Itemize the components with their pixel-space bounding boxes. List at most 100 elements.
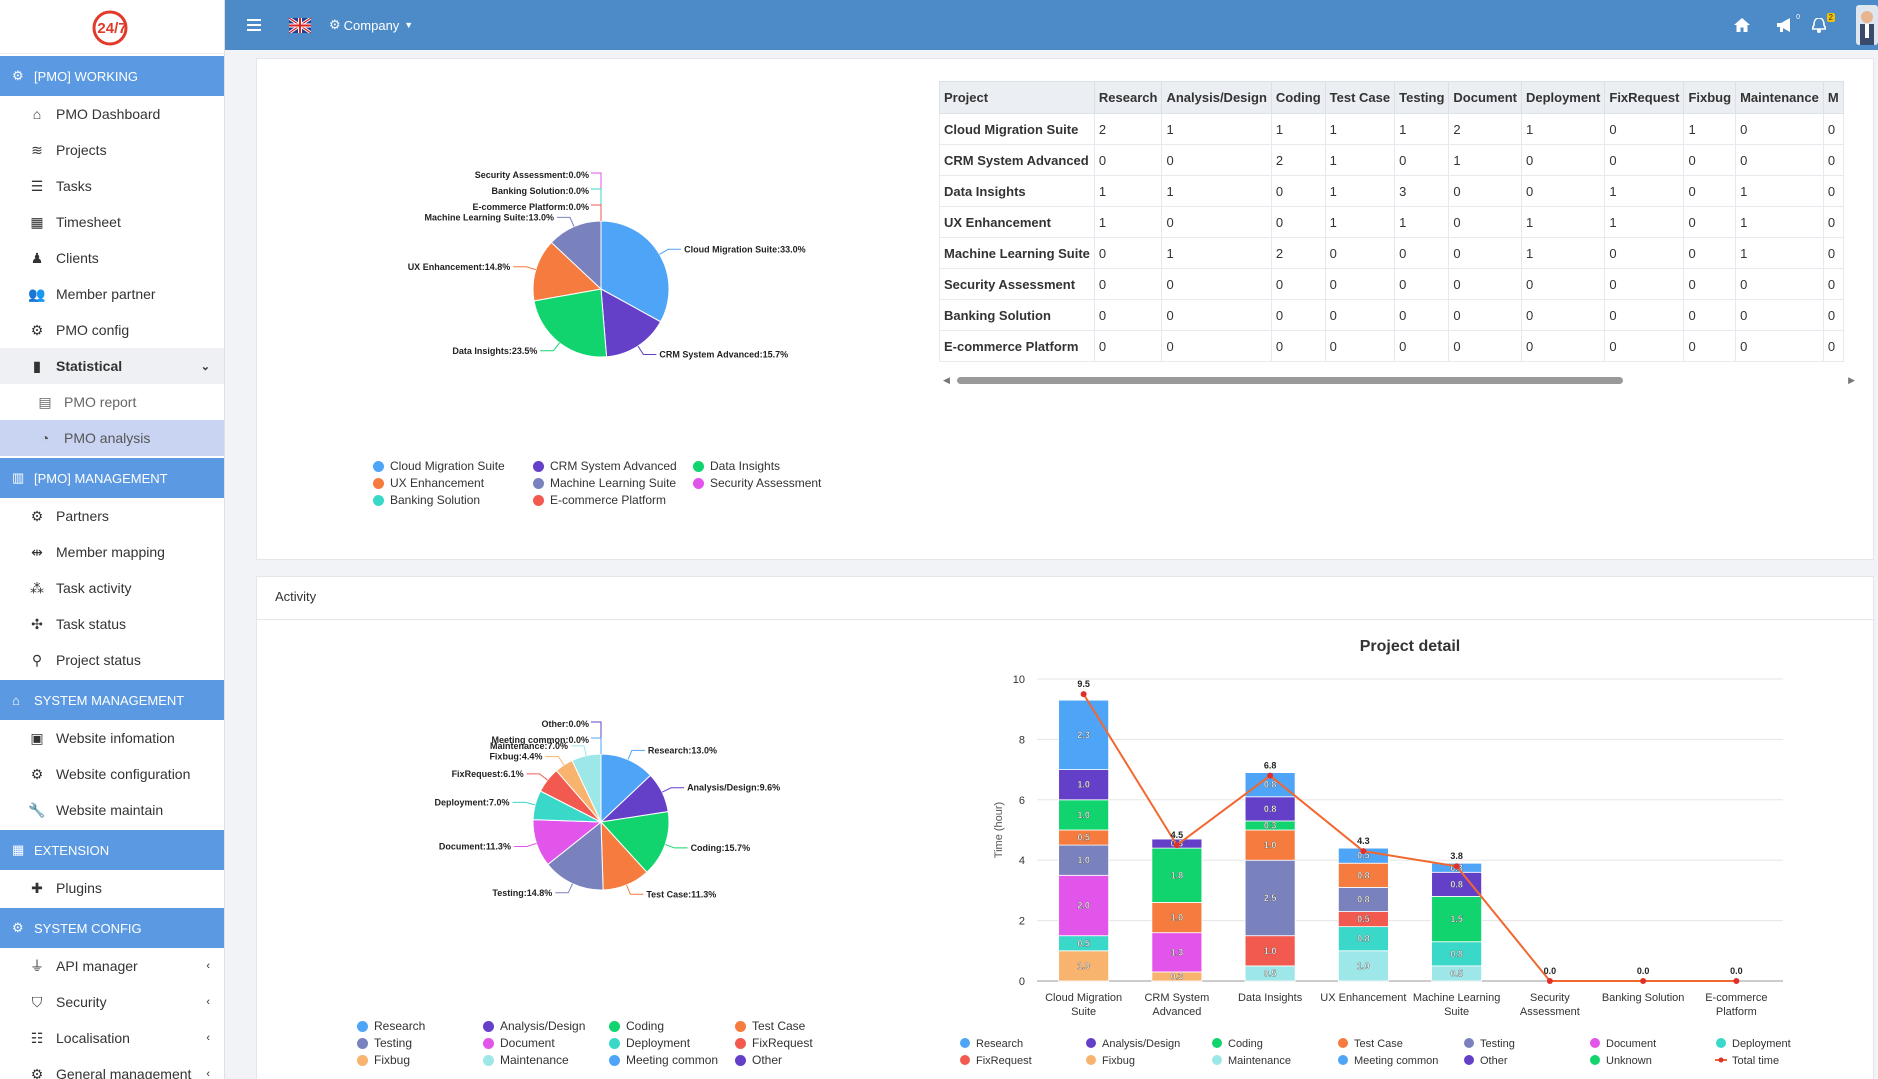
legend-item[interactable]: Coding [609,1019,664,1033]
column-header[interactable]: Project [939,81,1095,114]
table-scrollbar[interactable]: ◀ ▶ [943,375,1855,385]
total-time-point[interactable] [1267,772,1274,779]
legend-item[interactable]: Document [1590,1038,1656,1050]
column-header[interactable]: Maintenance [1735,81,1824,114]
pie-slice[interactable] [571,753,602,823]
legend-item[interactable]: CRM System Advanced [533,459,677,473]
sidebar-item-website-maintain[interactable]: 🔧 Website maintain [0,792,224,828]
scroll-right-icon[interactable]: ▶ [1848,375,1855,385]
column-header[interactable]: FixRequest [1604,81,1685,114]
legend-item[interactable]: Deployment [609,1036,690,1050]
bar-segment[interactable] [1337,950,1389,982]
sidebar-item-localisation[interactable]: ☷ Localisation ‹ [0,1020,224,1056]
legend-item[interactable]: Data Insights [693,459,780,473]
company-dropdown[interactable]: ⚙ Company ▼ [329,17,413,33]
sidebar-item-pmo-report[interactable]: ▤ PMO report [0,384,224,420]
sidebar-item-api-manager[interactable]: ⏚ API manager ‹ [0,948,224,984]
sidebar-item-general-management[interactable]: ⚙ General management ‹ [0,1056,224,1079]
bar-segment[interactable] [1058,950,1110,982]
column-header[interactable]: Coding [1270,81,1326,114]
sidebar-item-partners[interactable]: ⚙ Partners [0,498,224,534]
sidebar-item-clients[interactable]: ♟ Clients [0,240,224,276]
nav-section-1[interactable]: ▥ [PMO] MANAGEMENT [0,458,224,498]
legend-item[interactable]: Banking Solution [373,493,480,507]
legend-item[interactable]: Document [483,1036,555,1050]
bar-segment[interactable] [1431,896,1483,943]
total-time-point[interactable] [1453,863,1460,870]
bar-segment[interactable] [1151,847,1203,903]
legend-item[interactable]: Fixbug [357,1053,410,1067]
legend-item[interactable]: UX Enhancement [373,476,484,490]
legend-item[interactable]: Cloud Migration Suite [373,459,505,473]
legend-item[interactable]: Fixbug [1086,1055,1135,1067]
bar-segment[interactable] [1058,699,1110,770]
bar-segment[interactable] [1244,829,1296,861]
sidebar-item-plugins[interactable]: ✚ Plugins [0,870,224,906]
sidebar-item-projects[interactable]: ≋ Projects [0,132,224,168]
sidebar-item-pmo-dashboard[interactable]: ⌂ PMO Dashboard [0,96,224,132]
legend-item[interactable]: Maintenance [1212,1055,1291,1067]
legend-item[interactable]: Meeting common [609,1053,718,1067]
avatar[interactable] [1856,5,1878,45]
legend-item[interactable]: Test Case [1338,1038,1403,1050]
total-time-point[interactable] [1080,691,1087,698]
total-time-point[interactable] [1733,978,1740,984]
nav-section-3[interactable]: ▦ EXTENSION [0,830,224,870]
column-header[interactable]: Research [1093,81,1163,114]
legend-item[interactable]: Coding [1212,1038,1263,1050]
total-time-point[interactable] [1360,848,1367,855]
column-header[interactable]: Testing [1394,81,1450,114]
legend-item[interactable]: E-commerce Platform [533,493,666,507]
pie-slice[interactable] [600,811,670,873]
sidebar-item-tasks[interactable]: ☰ Tasks [0,168,224,204]
sidebar-item-member-mapping[interactable]: ⇹ Member mapping [0,534,224,570]
legend-item[interactable]: Other [1464,1055,1508,1067]
menu-icon[interactable] [247,19,261,31]
sidebar-item-project-status[interactable]: ⚲ Project status [0,642,224,678]
scroll-left-icon[interactable]: ◀ [943,375,950,385]
bar-segment[interactable] [1058,844,1110,876]
legend-item[interactable]: Total time [1715,1055,1779,1067]
total-time-point[interactable] [1546,978,1553,984]
bar-segment[interactable] [1151,902,1203,934]
legend-item[interactable]: Test Case [735,1019,805,1033]
column-header[interactable]: Analysis/Design [1161,81,1272,114]
sidebar-item-task-activity[interactable]: ⁂ Task activity [0,570,224,606]
legend-item[interactable]: Analysis/Design [483,1019,585,1033]
legend-item[interactable]: Research [357,1019,425,1033]
sidebar-item-task-status[interactable]: ✣ Task status [0,606,224,642]
nav-section-2[interactable]: ⌂ SYSTEM MANAGEMENT [0,680,224,720]
bar-segment[interactable] [1337,862,1389,888]
column-header[interactable]: Document [1448,81,1522,114]
pie-slice[interactable] [533,288,608,358]
legend-item[interactable]: FixRequest [735,1036,813,1050]
sidebar-item-security[interactable]: ⛉ Security ‹ [0,984,224,1020]
sidebar-item-timesheet[interactable]: ▦ Timesheet [0,204,224,240]
column-header[interactable]: M [1822,81,1844,114]
legend-item[interactable]: Maintenance [483,1053,569,1067]
legend-item[interactable]: Unknown [1590,1055,1652,1067]
sidebar-item-pmo-analysis[interactable]: ◔ PMO analysis [0,420,224,456]
scrollbar-thumb[interactable] [957,377,1623,384]
pie-slice[interactable] [600,288,662,358]
legend-item[interactable]: Other [735,1053,782,1067]
legend-item[interactable]: FixRequest [960,1055,1032,1067]
bar-segment[interactable] [1431,941,1483,967]
bar-segment[interactable] [1337,926,1389,952]
sidebar-item-website-infomation[interactable]: ▣ Website infomation [0,720,224,756]
column-header[interactable]: Test Case [1324,81,1396,114]
pie-slice[interactable] [600,220,670,323]
megaphone-icon[interactable]: 0 [1776,14,1800,32]
total-time-point[interactable] [1173,842,1180,849]
legend-item[interactable]: Security Assessment [693,476,821,490]
pie-slice[interactable] [550,220,602,291]
bar-segment[interactable] [1244,935,1296,967]
nav-section-4[interactable]: ⚙ SYSTEM CONFIG [0,908,224,948]
pie-slice[interactable] [600,753,652,824]
legend-item[interactable]: Research [960,1038,1023,1050]
logo[interactable]: 24/7 [0,0,224,54]
column-header[interactable]: Fixbug [1683,81,1737,114]
home-icon[interactable] [1734,18,1750,32]
bar-segment[interactable] [1244,859,1296,937]
legend-item[interactable]: Deployment [1716,1038,1791,1050]
